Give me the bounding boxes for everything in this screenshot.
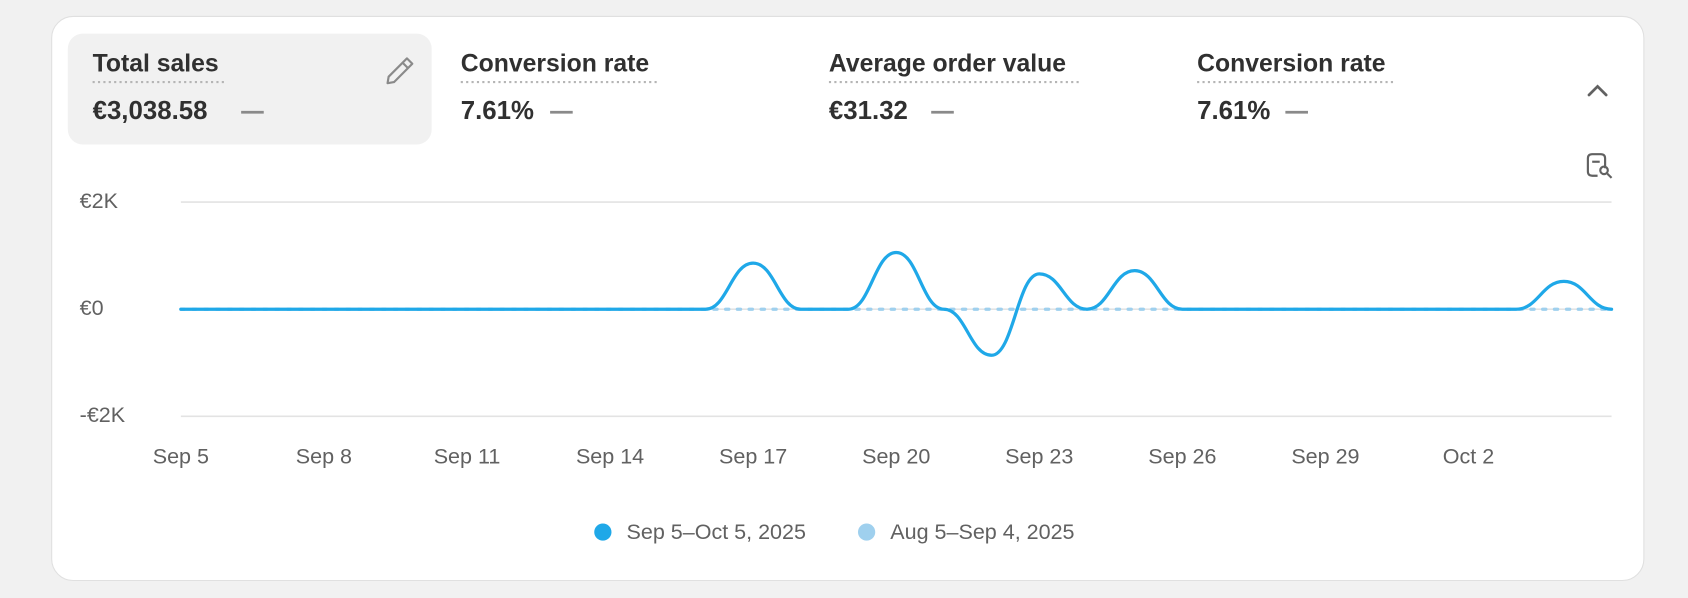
metric-value: €3,038.58 [93, 97, 208, 125]
x-tick-label: Sep 23 [1005, 444, 1073, 468]
metric-value: 7.61% [461, 97, 534, 125]
metric-title: Conversion rate [461, 50, 649, 77]
metric-value: €31.32 [829, 97, 908, 125]
x-tick-label: Sep 20 [862, 444, 930, 468]
y-tick-label: €2K [80, 189, 119, 213]
metric-value: 7.61% [1197, 97, 1270, 125]
metric-title: Conversion rate [1197, 50, 1385, 77]
legend-swatch [857, 523, 876, 541]
metric[interactable]: Conversion rate 7.61% [1197, 50, 1396, 125]
legend-swatch [594, 523, 612, 541]
collapse-icon[interactable] [1587, 84, 1608, 97]
x-tick-label: Sep 5 [153, 444, 209, 468]
metric-title: Average order value [829, 50, 1066, 77]
x-tick-label: Oct 2 [1443, 444, 1494, 468]
metric[interactable]: Total sales €3,038.58 [93, 50, 264, 125]
card [51, 15, 1645, 582]
y-tick-label: €0 [80, 296, 104, 320]
y-tick-label: -€2K [80, 403, 126, 427]
edit-icon[interactable] [386, 57, 414, 85]
plot: €2K €0 -€2K Sep 5 Sep 8 Sep 11 Sep 14 Sep 17 Sep… [80, 189, 1614, 544]
series-line [179, 250, 1614, 357]
x-tick-label: Sep 11 [434, 444, 501, 468]
x-tick-label: Sep 14 [576, 444, 644, 468]
selected-metric[interactable] [67, 33, 432, 145]
metric[interactable]: Conversion rate 7.61% [461, 50, 659, 125]
legend-label: Sep 5–Oct 5, 2025 [627, 520, 806, 544]
x-tick-label: Sep 8 [296, 444, 352, 468]
x-tick-label: Sep 29 [1291, 444, 1359, 468]
metric-title: Total sales [93, 50, 219, 77]
chart-search-icon[interactable] [1586, 153, 1613, 179]
x-tick-label: Sep 17 [719, 444, 787, 468]
metric[interactable]: Average order value €31.32 [829, 50, 1080, 125]
x-tick-label: Sep 26 [1148, 444, 1216, 468]
legend-label: Aug 5–Sep 4, 2025 [890, 520, 1074, 544]
